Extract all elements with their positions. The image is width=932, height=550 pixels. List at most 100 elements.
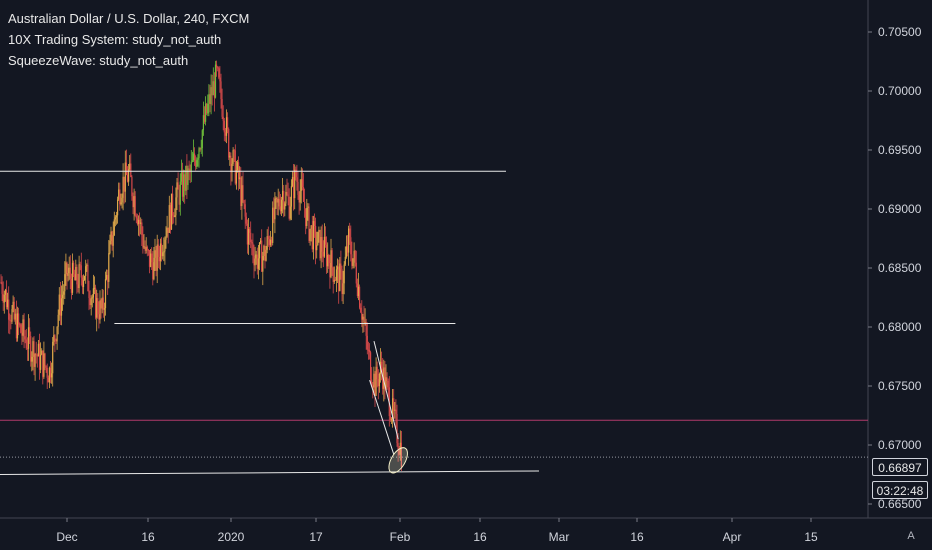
candle-body — [297, 181, 299, 195]
candle-body — [317, 232, 319, 246]
indicator-10x-label[interactable]: 10X Trading System: study_not_auth — [8, 32, 222, 47]
candle-body — [24, 336, 26, 340]
candle-body — [100, 300, 102, 309]
candle-body — [324, 236, 327, 245]
price-tick-label: 0.69500 — [878, 143, 922, 157]
candle-body — [86, 264, 88, 267]
indicator-squeezewave-label[interactable]: SqueezeWave: study_not_auth — [8, 53, 189, 68]
candle-body — [91, 297, 93, 299]
candle-body — [87, 264, 89, 292]
candle-body — [346, 246, 349, 253]
candle-body — [331, 250, 333, 268]
candle-body — [58, 294, 60, 315]
candle-body — [76, 266, 78, 285]
candle-body — [254, 258, 256, 266]
candle-body — [128, 169, 130, 182]
candle-body — [305, 208, 307, 227]
candle-body — [365, 322, 367, 336]
candle-body — [377, 379, 379, 387]
candle-body — [18, 313, 20, 325]
candle-body — [394, 409, 396, 411]
candle-body — [8, 299, 10, 320]
candle-body — [146, 246, 148, 250]
candle-body — [172, 193, 174, 216]
candle-body — [327, 254, 329, 267]
candle-body — [155, 250, 157, 271]
candle-body — [232, 150, 234, 164]
candle-body — [64, 274, 66, 292]
candle-body — [157, 244, 159, 257]
candle-body — [356, 283, 358, 297]
candle-body — [130, 163, 132, 178]
candle-body — [268, 239, 270, 245]
candle-body — [169, 205, 171, 230]
candle-body — [108, 253, 110, 282]
auto-scale-button[interactable]: A — [907, 530, 915, 542]
candle-body — [205, 103, 207, 122]
candle-body — [227, 117, 229, 130]
candle-body — [279, 206, 281, 212]
candle-body — [220, 81, 222, 100]
candle-body — [209, 94, 211, 105]
candle-body — [378, 373, 380, 387]
candle-body — [196, 159, 198, 167]
candle-body — [371, 379, 373, 385]
candle-body — [110, 231, 112, 241]
candle-body — [310, 225, 312, 229]
candle-body — [255, 254, 257, 259]
candle-body — [211, 87, 213, 96]
candle-body — [386, 377, 388, 381]
candle-body — [95, 287, 97, 318]
candle-body — [22, 319, 24, 336]
candle-body — [29, 327, 31, 337]
candle-body — [69, 267, 71, 279]
candle-body — [349, 228, 351, 238]
candle-body — [97, 298, 99, 315]
candle-body — [78, 264, 80, 289]
candle-body — [242, 185, 244, 201]
candle-body — [351, 254, 353, 266]
candle-body — [400, 442, 402, 467]
price-tick-label: 0.66500 — [878, 497, 922, 511]
candle-body — [126, 174, 129, 182]
candle-body — [229, 155, 231, 158]
candle-body — [256, 254, 258, 269]
candle-body — [48, 367, 50, 383]
candle-body — [306, 207, 308, 227]
candle-body — [335, 269, 338, 281]
candle-body — [345, 246, 347, 257]
candle-body — [165, 236, 167, 240]
candle-body — [278, 198, 280, 207]
candle-body — [272, 207, 274, 243]
candle-body — [389, 416, 391, 421]
candle-body — [117, 199, 119, 216]
candle-body — [125, 162, 127, 175]
candle-body — [13, 301, 15, 320]
candle-body — [241, 185, 243, 207]
candle-body — [124, 162, 126, 192]
candle-body — [162, 252, 164, 257]
trendline — [0, 470, 540, 475]
candle-body — [75, 266, 77, 281]
candle-body — [7, 299, 9, 308]
candle-body — [85, 266, 87, 276]
candle-body — [201, 130, 203, 149]
candle-body — [129, 163, 131, 170]
candle-body — [190, 161, 192, 172]
symbol-title[interactable]: Australian Dollar / U.S. Dollar, 240, FX… — [8, 11, 250, 26]
candle-body — [71, 262, 74, 293]
candle-body — [228, 129, 230, 158]
candle-body — [214, 64, 217, 98]
candle-body — [79, 264, 81, 266]
candle-body — [45, 366, 47, 368]
candle-body — [81, 277, 83, 288]
candle-body — [118, 189, 120, 200]
candle-body — [300, 179, 302, 191]
candle-body — [113, 219, 115, 236]
candle-body — [57, 314, 59, 327]
candle-body — [107, 274, 109, 282]
candle-body — [294, 169, 296, 199]
candle-body — [290, 186, 292, 207]
